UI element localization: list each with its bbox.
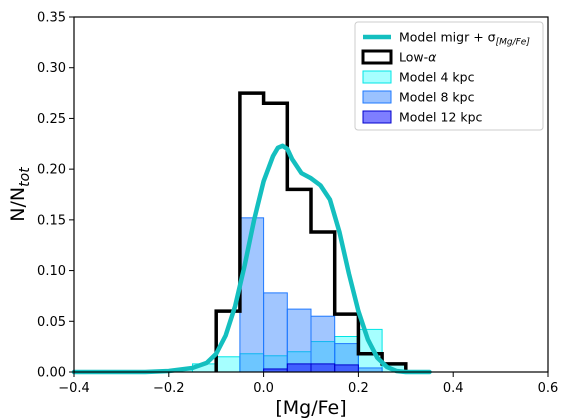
y-axis-label: N/Ntot — [7, 167, 33, 222]
legend-swatch-low-alpha — [361, 49, 393, 65]
legend-label-curve-subscript: [Mg/Fe] — [496, 38, 531, 48]
m12-bar — [286, 363, 312, 373]
y-axis-label-main: N/N — [7, 187, 29, 222]
y-tick-label: 0.15 — [37, 213, 66, 228]
y-tick-label: 0.10 — [37, 264, 66, 279]
m8-bar — [357, 367, 383, 373]
legend-label-low-alpha-main: Low- — [399, 50, 428, 65]
legend-box — [354, 21, 544, 131]
y-tick-label: 0.20 — [37, 163, 66, 178]
x-tick-label: 0.6 — [538, 381, 559, 396]
low-alpha-histogram-line — [214, 91, 408, 372]
legend-label-model-4kpc: Model 4 kpc — [399, 70, 475, 85]
y-tick-label: 0.00 — [37, 366, 66, 381]
legend: Model migr + σ[Mg/Fe] Low-α Model 4 kpc … — [354, 21, 544, 131]
legend-label-low-alpha-greek: α — [428, 50, 437, 65]
y-axis-ticks: 0.00 0.05 0.10 0.15 0.20 0.25 0.30 0.35 — [37, 11, 74, 381]
m4-bar — [357, 328, 383, 373]
legend-label-curve: Model migr + σ[Mg/Fe] — [399, 30, 530, 48]
y-tick-label: 0.05 — [37, 315, 66, 330]
y-tick-label: 0.25 — [37, 112, 66, 127]
legend-swatch-model-8kpc — [362, 90, 392, 104]
x-axis-label: [Mg/Fe] — [275, 397, 346, 419]
legend-label-curve-main: Model migr + σ — [399, 30, 496, 45]
y-tick-label: 0.30 — [37, 61, 66, 76]
m4-bar — [215, 356, 241, 373]
m8-bar — [263, 292, 288, 373]
x-tick-label: −0.4 — [58, 381, 90, 396]
m8-bar — [286, 308, 312, 373]
legend-label-model-8kpc: Model 8 kpc — [399, 90, 475, 105]
m12-bar — [334, 364, 359, 373]
x-tick-label: 0.4 — [443, 381, 464, 396]
x-axis-ticks: −0.4 −0.2 0.0 0.2 0.4 0.6 — [58, 372, 558, 396]
m12-bar — [310, 363, 336, 373]
model-migration-curve — [71, 143, 432, 375]
legend-label-low-alpha: Low-α — [399, 50, 437, 65]
x-tick-label: 0.2 — [348, 381, 369, 396]
legend-swatch-model-12kpc — [362, 110, 392, 124]
y-tick-label: 0.35 — [37, 11, 66, 26]
plot-frame — [73, 16, 549, 373]
x-tick-label: 0.0 — [253, 381, 274, 396]
legend-label-model-12kpc: Model 12 kpc — [399, 110, 483, 125]
y-axis-label-subscript: tot — [17, 167, 33, 187]
x-tick-label: −0.2 — [153, 381, 185, 396]
legend-swatch-model-4kpc — [362, 70, 392, 84]
